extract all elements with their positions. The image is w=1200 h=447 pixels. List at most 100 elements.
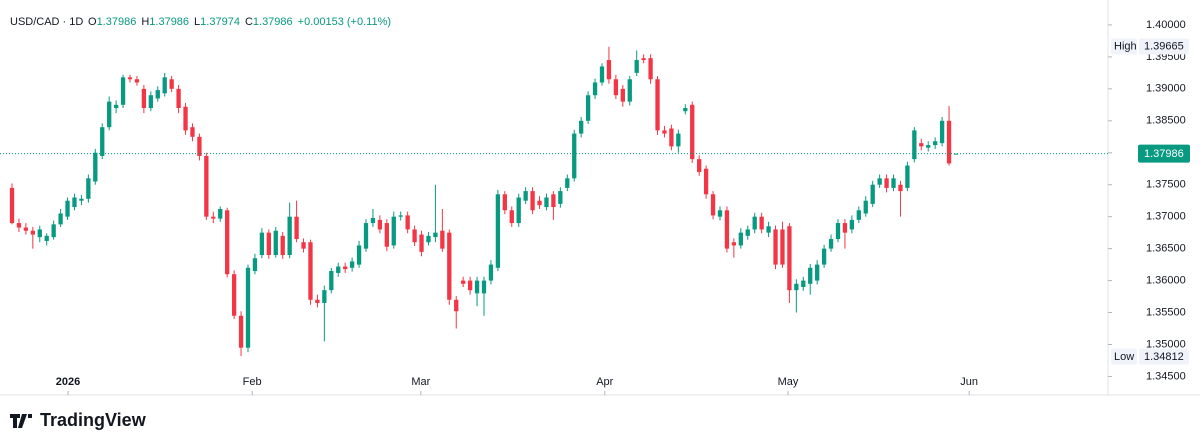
candle-body (58, 213, 63, 225)
candle-body (231, 274, 237, 316)
y-tick-label: 1.37500 (1146, 179, 1186, 191)
candle-body (690, 104, 695, 160)
candle-body (481, 280, 487, 294)
y-tick-label: 1.39000 (1146, 83, 1186, 95)
y-tick-label: 1.40000 (1146, 19, 1186, 31)
candle-body (752, 216, 757, 230)
candle-body (301, 242, 306, 249)
y-tick-label: 1.38500 (1146, 115, 1186, 127)
candle-body (815, 264, 820, 281)
y-tick-label: 1.35000 (1146, 338, 1186, 350)
candle-body (93, 152, 98, 182)
candle-body (863, 200, 868, 214)
candle-body (919, 143, 924, 147)
candle-body (273, 230, 278, 256)
candle-body (44, 235, 49, 241)
candle-body (648, 58, 653, 80)
ohlc-label: L (194, 16, 200, 28)
candle-body (565, 178, 570, 188)
candles (9, 46, 959, 357)
candle-body (828, 239, 834, 249)
ohlc-label: O (88, 16, 97, 28)
candle-body (634, 60, 639, 73)
brand: TradingView (40, 410, 147, 430)
candle-body (703, 168, 709, 195)
candle-body (655, 79, 660, 131)
candle-body (377, 219, 383, 230)
candle-body (953, 153, 959, 155)
axes: 1.34500 1.35000 1.35500 1.36000 1.36500 1.370… (0, 0, 1200, 396)
candle-body (447, 232, 452, 300)
candle-body (544, 197, 549, 208)
y-tick-label: 1.37000 (1146, 211, 1186, 223)
candle-body (939, 120, 945, 144)
candle-body (877, 178, 882, 185)
candle-body (912, 130, 917, 160)
candle-body (308, 242, 313, 300)
low-marker-label: Low (1114, 351, 1134, 363)
high-marker-value: 1.39665 (1144, 41, 1184, 53)
candle-body (731, 242, 737, 246)
x-tick-label: Feb (243, 376, 262, 388)
candle-body (926, 145, 931, 148)
candle-body (502, 194, 507, 211)
candle-body (315, 299, 320, 303)
x-tick-label: Apr (596, 376, 613, 388)
candle-body (738, 232, 743, 246)
candle-body (662, 130, 667, 134)
candle-body (183, 106, 188, 131)
candle-body (592, 82, 598, 96)
candle-body (384, 223, 389, 247)
x-tick-label: May (778, 376, 799, 388)
candle-body (287, 216, 292, 256)
candle-body (162, 77, 167, 94)
candle-body (891, 178, 896, 188)
candle-body (426, 235, 431, 243)
candle-body (259, 232, 265, 256)
symbol: USD/CAD · 1D (10, 16, 83, 28)
candle-body (9, 187, 15, 224)
candle-body (238, 315, 244, 348)
candle-body (65, 200, 70, 217)
candle-body (710, 194, 716, 216)
candle-body (835, 223, 841, 240)
candle-body (412, 229, 417, 243)
candle-body (898, 184, 903, 192)
candle-body (16, 223, 22, 228)
candle-body (363, 223, 369, 249)
candle-body (433, 232, 438, 238)
candle-body (343, 266, 348, 270)
candle-body (120, 77, 126, 105)
x-tick-label: 2026 (56, 376, 80, 388)
candle-body (294, 216, 299, 240)
candle-body (495, 194, 501, 268)
candle-body (773, 229, 778, 265)
candle-body (599, 66, 605, 83)
candle-body (356, 245, 362, 265)
ohlc-value: 1.37986 (97, 16, 137, 28)
candle-body (155, 90, 160, 99)
ohlc-header: O1.37986 H1.37986 L1.37974 C1.37986 +0.00153… (88, 16, 391, 28)
ohlc-value: 1.37986 (253, 16, 293, 28)
candle-body (148, 95, 153, 109)
candle-body (141, 88, 147, 109)
candle-body (821, 248, 827, 265)
candle-body (766, 226, 771, 233)
y-tick-label: 1.36500 (1146, 243, 1186, 255)
candle-body (683, 108, 688, 112)
x-tick-label: Jun (960, 376, 978, 388)
candle-body (745, 229, 750, 236)
candle-body (86, 178, 91, 199)
y-tick-label: 1.34500 (1146, 370, 1186, 382)
candle-body (461, 280, 466, 284)
candle-body (842, 223, 848, 233)
candle-body (30, 230, 35, 235)
candle-body (190, 127, 195, 137)
y-tick-label: 1.36000 (1146, 274, 1186, 286)
candle-body (759, 216, 764, 230)
last-price-badge (1138, 144, 1190, 163)
candle-body (211, 216, 216, 219)
candle-body (516, 197, 521, 224)
candle-body (440, 230, 445, 249)
